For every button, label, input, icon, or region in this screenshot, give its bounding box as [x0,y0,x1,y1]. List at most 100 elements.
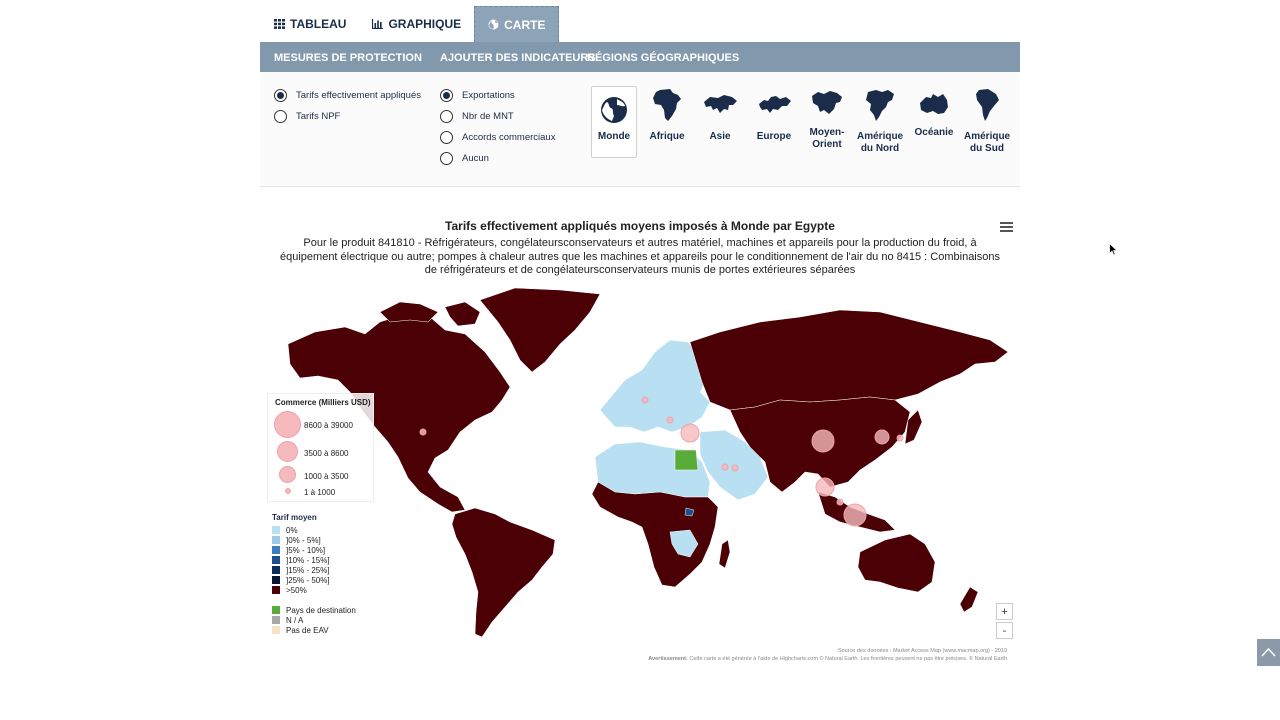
radio-none[interactable]: Aucun [440,152,489,165]
map-greenland[interactable] [479,287,601,373]
trade-bubble[interactable] [666,416,674,424]
trade-bubble[interactable] [874,429,890,445]
legend-bubble-large [274,411,301,438]
zoom-out-button[interactable]: - [996,622,1013,639]
radio-ntm-count[interactable]: Nbr de MNT [440,110,514,123]
menu-geographic-regions[interactable]: RÉGIONS GÉOGRAPHIQUES [587,52,740,64]
legend-item[interactable]: >50% [272,585,356,595]
radio-label: Aucun [462,153,489,164]
map-australia[interactable] [857,533,936,593]
legend-item[interactable]: ]10% - 15%] [272,555,356,565]
legend-item[interactable]: ]15% - 25%] [272,565,356,575]
radio-label: Tarifs effectivement appliqués [296,90,421,101]
region-north-america[interactable]: Amérique du Nord [857,88,903,155]
radio-circle [274,110,287,123]
oceania-map-icon [920,94,948,114]
bar-chart-icon [372,19,384,29]
region-africa[interactable]: Afrique [644,88,690,143]
legend-bubble-tiny [285,488,291,494]
tab-carte-label: CARTE [504,17,546,32]
region-label: Amérique du Nord [857,131,904,154]
map-japan[interactable] [904,409,923,445]
trade-bubble[interactable] [731,464,739,472]
radio-label: Exportations [462,90,515,101]
tab-graphique[interactable]: GRAPHIQUE [359,6,474,42]
region-label: Océanie [914,127,954,138]
trade-bubble[interactable] [680,423,700,443]
trade-bubble[interactable] [419,428,427,436]
trade-bubble[interactable] [843,503,867,527]
region-label: Amérique du Sud [964,131,1011,154]
south-america-map-icon [976,89,999,121]
legend-item[interactable]: ]0% - 5%] [272,535,356,545]
region-label: Asie [709,131,731,142]
trade-bubble[interactable] [815,477,835,497]
radio-label: Accords commerciaux [462,132,556,143]
chart-menu-button[interactable] [1000,222,1013,234]
scroll-to-top-button[interactable] [1257,639,1280,666]
legend-bubble-label: 1000 à 3500 [304,472,349,481]
radio-exports[interactable]: Exportations [440,89,515,102]
trade-bubble[interactable] [896,434,904,442]
north-america-map-icon [866,90,894,121]
globe-icon [488,19,499,30]
map-disclaimer: Avertissement: Cette carte a été générée… [648,656,1007,662]
hamburger-icon [1000,222,1013,224]
map-europe[interactable] [599,339,711,433]
radio-circle [440,152,453,165]
legend-bubble-medium [277,441,298,462]
disclaimer-label: Avertissement: [648,656,688,662]
region-south-america[interactable]: Amérique du Sud [964,88,1010,155]
radio-circle [440,110,453,123]
map-sub-saharan-africa[interactable] [591,481,719,588]
trade-legend: Commerce (Milliers USD) 8600 à 39000 350… [267,393,374,502]
legend-item[interactable]: Pas de EAV [272,625,356,635]
legend-bubble-label: 8600 à 39000 [304,421,353,430]
region-middle-east[interactable]: Moyen-Orient [804,88,850,151]
europe-map-icon [759,96,791,113]
radio-circle [440,89,453,102]
trade-legend-title: Commerce (Milliers USD) [275,398,371,407]
zoom-in-button[interactable]: + [996,603,1013,620]
region-europe[interactable]: Europe [751,88,797,143]
legend-item[interactable]: ]25% - 50%] [272,575,356,585]
trade-bubble[interactable] [721,463,729,471]
menu-add-indicators[interactable]: AJOUTER DES INDICATEURS [440,52,596,64]
radio-trade-agreements[interactable]: Accords commerciaux [440,131,555,144]
legend-item[interactable]: Pays de destination [272,605,356,615]
region-world[interactable]: Monde [591,86,637,158]
legend-item[interactable]: ]5% - 10%] [272,545,356,555]
legend-item[interactable]: N / A [272,615,356,625]
map-country-blue[interactable] [684,507,695,517]
radio-label: Nbr de MNT [462,111,514,122]
tab-graphique-label: GRAPHIQUE [388,17,462,31]
map-russia[interactable] [689,309,1009,411]
mouse-cursor-icon [1109,243,1118,256]
radio-applied-tariffs[interactable]: Tarifs effectivement appliqués [274,89,421,102]
menu-protection-measures[interactable]: MESURES DE PROTECTION [274,52,422,64]
trade-bubble[interactable] [836,498,844,506]
region-asia[interactable]: Asie [697,88,743,143]
tariff-legend: Tarif moyen 0% ]0% - 5%] ]5% - 10%] ]10%… [272,513,356,635]
map-madagascar[interactable] [718,539,731,569]
radio-npf-tariffs[interactable]: Tarifs NPF [274,110,340,123]
map-new-zealand[interactable] [959,586,979,613]
radio-label: Tarifs NPF [296,111,341,122]
trade-bubble[interactable] [641,396,649,404]
tab-carte[interactable]: CARTE [474,6,560,42]
tariff-legend-title: Tarif moyen [272,513,317,522]
map-east-africa-blue[interactable] [669,529,699,558]
tab-tableau[interactable]: TABLEAU [261,6,359,42]
region-oceania[interactable]: Océanie [911,88,957,139]
region-label: Afrique [649,131,685,142]
legend-bubble-label: 3500 à 8600 [304,449,349,458]
region-label: Moyen-Orient [809,127,845,150]
map-arctic-islands[interactable] [379,301,481,327]
map-south-america[interactable] [451,507,556,638]
middle-east-map-icon [812,91,842,114]
table-icon [274,19,285,29]
legend-item[interactable]: 0% [272,525,356,535]
globe-icon [601,97,627,123]
trade-bubble[interactable] [811,429,835,453]
map-egypt-destination[interactable] [674,449,699,471]
